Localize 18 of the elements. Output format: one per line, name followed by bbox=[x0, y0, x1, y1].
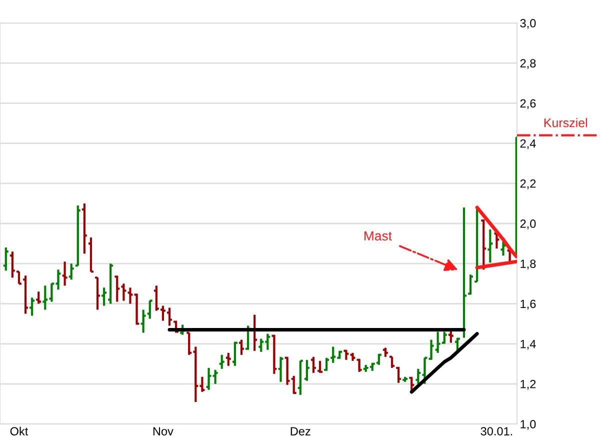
x-tick-label: Nov bbox=[153, 427, 174, 436]
ref-line-label: Kursziel bbox=[544, 118, 588, 128]
y-tick-label: 2,0 bbox=[520, 220, 536, 230]
y-tick-label: 1,4 bbox=[520, 340, 536, 350]
y-tick-label: 2,8 bbox=[520, 59, 536, 69]
y-tick-label: 1,6 bbox=[520, 300, 536, 310]
y-tick-label: 2,4 bbox=[520, 139, 536, 150]
line-series bbox=[410, 332, 479, 394]
y-tick-label: 1,0 bbox=[520, 420, 536, 430]
y-tick-label: 3,0 bbox=[520, 19, 536, 29]
y-tick-label: 2,6 bbox=[520, 99, 536, 109]
y-tick-label: 2,2 bbox=[520, 179, 536, 190]
annotation: Mast bbox=[364, 231, 392, 241]
x-tick-label: 30.01. bbox=[480, 427, 512, 436]
y-tick-label: 1,2 bbox=[520, 380, 536, 390]
x-tick-label: Dez bbox=[290, 427, 310, 436]
x-tick-label: Okt bbox=[10, 426, 28, 436]
y-tick-label: 1,8 bbox=[520, 260, 536, 270]
